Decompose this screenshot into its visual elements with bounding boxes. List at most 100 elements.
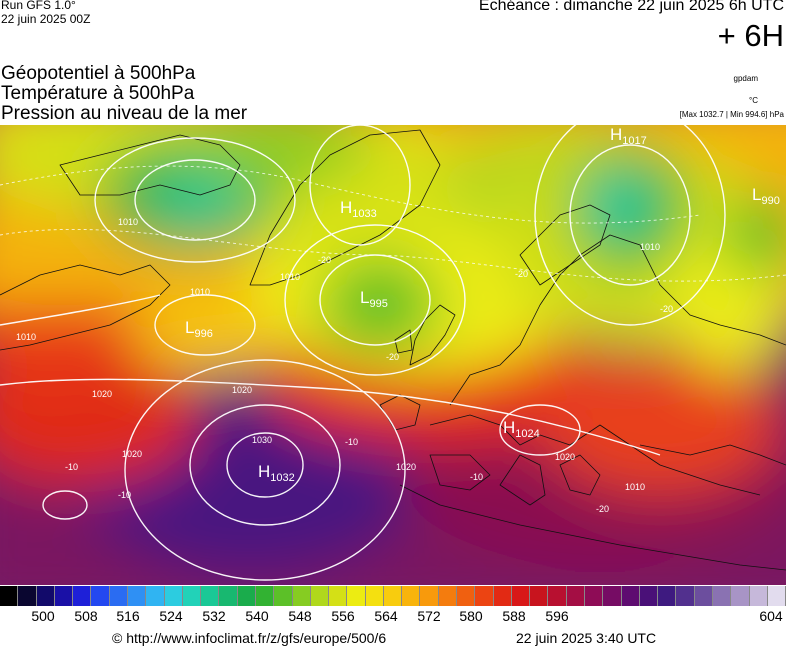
colorbar-swatch: [749, 586, 768, 606]
unit-geopotential: gpdam: [733, 74, 758, 83]
lead-time-label: + 6H: [717, 18, 784, 53]
colorbar-swatch: [274, 586, 293, 606]
colorbar-swatch: [182, 586, 202, 606]
colorbar-swatch: [530, 586, 549, 606]
run-date-label: 22 juin 2025 00Z: [1, 12, 91, 26]
unit-temperature: °C: [749, 96, 758, 105]
contour-label: 1020: [92, 389, 112, 399]
contour-label: 1020: [122, 449, 142, 459]
colorbar-tick-label: 524: [159, 608, 183, 624]
pressure-center-low: L996: [185, 318, 213, 340]
contour-label: 1020: [396, 462, 416, 472]
colorbar-swatch: [420, 586, 439, 606]
contour-label: -10: [345, 437, 358, 447]
contour-label: 1020: [232, 385, 252, 395]
footer-source-link[interactable]: © http://www.infoclimat.fr/z/gfs/europe/…: [112, 630, 387, 646]
colorbar-swatch: [310, 586, 330, 606]
colorbar-swatch: [201, 586, 220, 606]
colorbar-swatch: [219, 586, 238, 606]
colorbar-swatch: [18, 586, 37, 606]
colorbar-swatch: [164, 586, 183, 606]
colorbar-swatch: [54, 586, 74, 606]
colorbar-tick-label: 500: [31, 608, 55, 624]
colorbar-swatch: [731, 586, 750, 606]
colorbar-swatch: [475, 586, 494, 606]
colorbar-tick-label: 580: [459, 608, 483, 624]
contour-label: -10: [65, 462, 78, 472]
colorbar-swatch: [658, 586, 677, 606]
colorbar-swatch: [0, 586, 19, 606]
contour-label: 1010: [640, 242, 660, 252]
pressure-center-low: L995: [360, 288, 388, 310]
footer-timestamp: 22 juin 2025 3:40 UTC: [516, 630, 657, 646]
colorbar-tick-label: 556: [331, 608, 355, 624]
colorbar-tick-label: 588: [502, 608, 526, 624]
colorbar-tick-label: 564: [374, 608, 398, 624]
run-model-label: Run GFS 1.0°: [1, 0, 76, 12]
colorbar-tick-label: 516: [116, 608, 140, 624]
contour-label: -20: [386, 352, 399, 362]
colorbar-labels: 500 508 516 524 532 540 548 556 564 572 580 588 596 6…: [0, 608, 786, 628]
colorbar-swatch: [603, 586, 622, 606]
colorbar-swatch: [457, 586, 476, 606]
contour-label: -10: [118, 490, 131, 500]
colorbar-swatch: [347, 586, 366, 606]
colorbar-swatch: [767, 586, 786, 606]
pressure-center-high: H1017: [610, 125, 647, 147]
colorbar-swatch: [109, 586, 128, 606]
colorbar-swatch: [712, 586, 732, 606]
colorbar-tick-label: 572: [417, 608, 441, 624]
contour-label: 1020: [555, 452, 575, 462]
colorbar-tick-label: 596: [545, 608, 569, 624]
colorbar-tick-label: 508: [74, 608, 98, 624]
colorbar-swatch: [402, 586, 421, 606]
contour-label: 1010: [118, 217, 138, 227]
colorbar-tick-label: 540: [245, 608, 269, 624]
colorbar-tick-label: 604: [759, 608, 783, 624]
pressure-center-high: H1032: [258, 462, 295, 484]
colorbar-swatch: [91, 586, 110, 606]
layer-title-geopotential: Géopotentiel à 500hPa: [1, 63, 196, 84]
contour-label: 1010: [280, 272, 300, 282]
colorbar-swatch: [585, 586, 604, 606]
contour-label: 1010: [16, 332, 36, 342]
weather-map: H1033 L995 L996 H1032 H1024 H1017 L990 1010 101…: [0, 125, 786, 585]
contour-label: -10: [470, 472, 483, 482]
colorbar-swatch: [566, 586, 585, 606]
contour-label: -20: [515, 269, 528, 279]
colorbar-swatch: [383, 586, 403, 606]
colorbar: [0, 586, 786, 606]
colorbar-swatch: [292, 586, 311, 606]
layer-title-temperature: Température à 500hPa: [1, 83, 195, 104]
colorbar-swatch: [438, 586, 458, 606]
colorbar-swatch: [511, 586, 531, 606]
colorbar-swatch: [676, 586, 695, 606]
colorbar-swatch: [329, 586, 348, 606]
contour-label: 1030: [252, 435, 272, 445]
colorbar-swatch: [127, 586, 147, 606]
colorbar-swatch: [36, 586, 55, 606]
contour-label: 1010: [625, 482, 645, 492]
pressure-center-high: H1033: [340, 198, 377, 220]
pressure-center-high: H1024: [503, 418, 540, 440]
contour-label: -20: [596, 504, 609, 514]
contour-label: -20: [660, 304, 673, 314]
layer-title-pressure: Pression au niveau de la mer: [1, 103, 248, 124]
colorbar-tick-label: 548: [288, 608, 312, 624]
pressure-center-low: L990: [752, 185, 780, 207]
colorbar-swatch: [365, 586, 384, 606]
colorbar-tick-label: 532: [202, 608, 226, 624]
pressure-range: [Max 1032.7 | Min 994.6] hPa: [679, 110, 784, 119]
contour-label: -20: [318, 255, 331, 265]
colorbar-swatch: [237, 586, 256, 606]
colorbar-swatch: [255, 586, 275, 606]
colorbar-swatch: [621, 586, 640, 606]
colorbar-swatch: [146, 586, 165, 606]
colorbar-swatch: [73, 586, 92, 606]
contour-label: 1010: [190, 287, 210, 297]
colorbar-swatch: [639, 586, 659, 606]
colorbar-swatch: [548, 586, 567, 606]
valid-time-label: Échéance : dimanche 22 juin 2025 6h UTC: [478, 0, 784, 14]
colorbar-swatch: [493, 586, 512, 606]
colorbar-swatch: [694, 586, 713, 606]
